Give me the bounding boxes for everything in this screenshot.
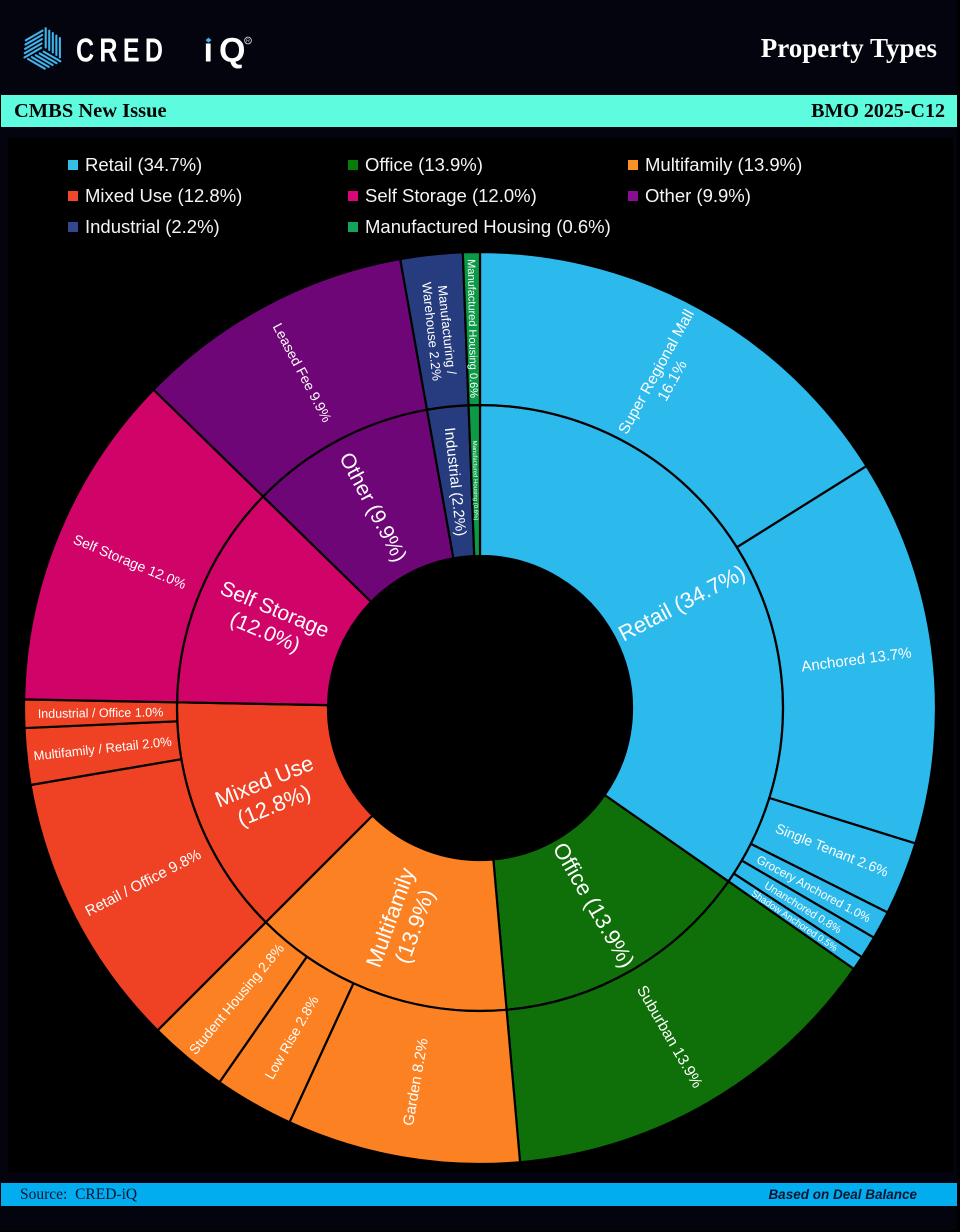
- svg-text:Manufactured Housing (0.6%): Manufactured Housing (0.6%): [471, 441, 479, 521]
- svg-text:CRED: CRED: [76, 32, 168, 69]
- svg-text:Industrial / Office 1.0%: Industrial / Office 1.0%: [38, 705, 164, 721]
- svg-text:Manufactured Housing 0.6%: Manufactured Housing 0.6%: [465, 259, 480, 398]
- svg-text:ı: ı: [204, 32, 213, 70]
- svg-text:R: R: [246, 39, 250, 45]
- svg-text:Q: Q: [219, 32, 245, 70]
